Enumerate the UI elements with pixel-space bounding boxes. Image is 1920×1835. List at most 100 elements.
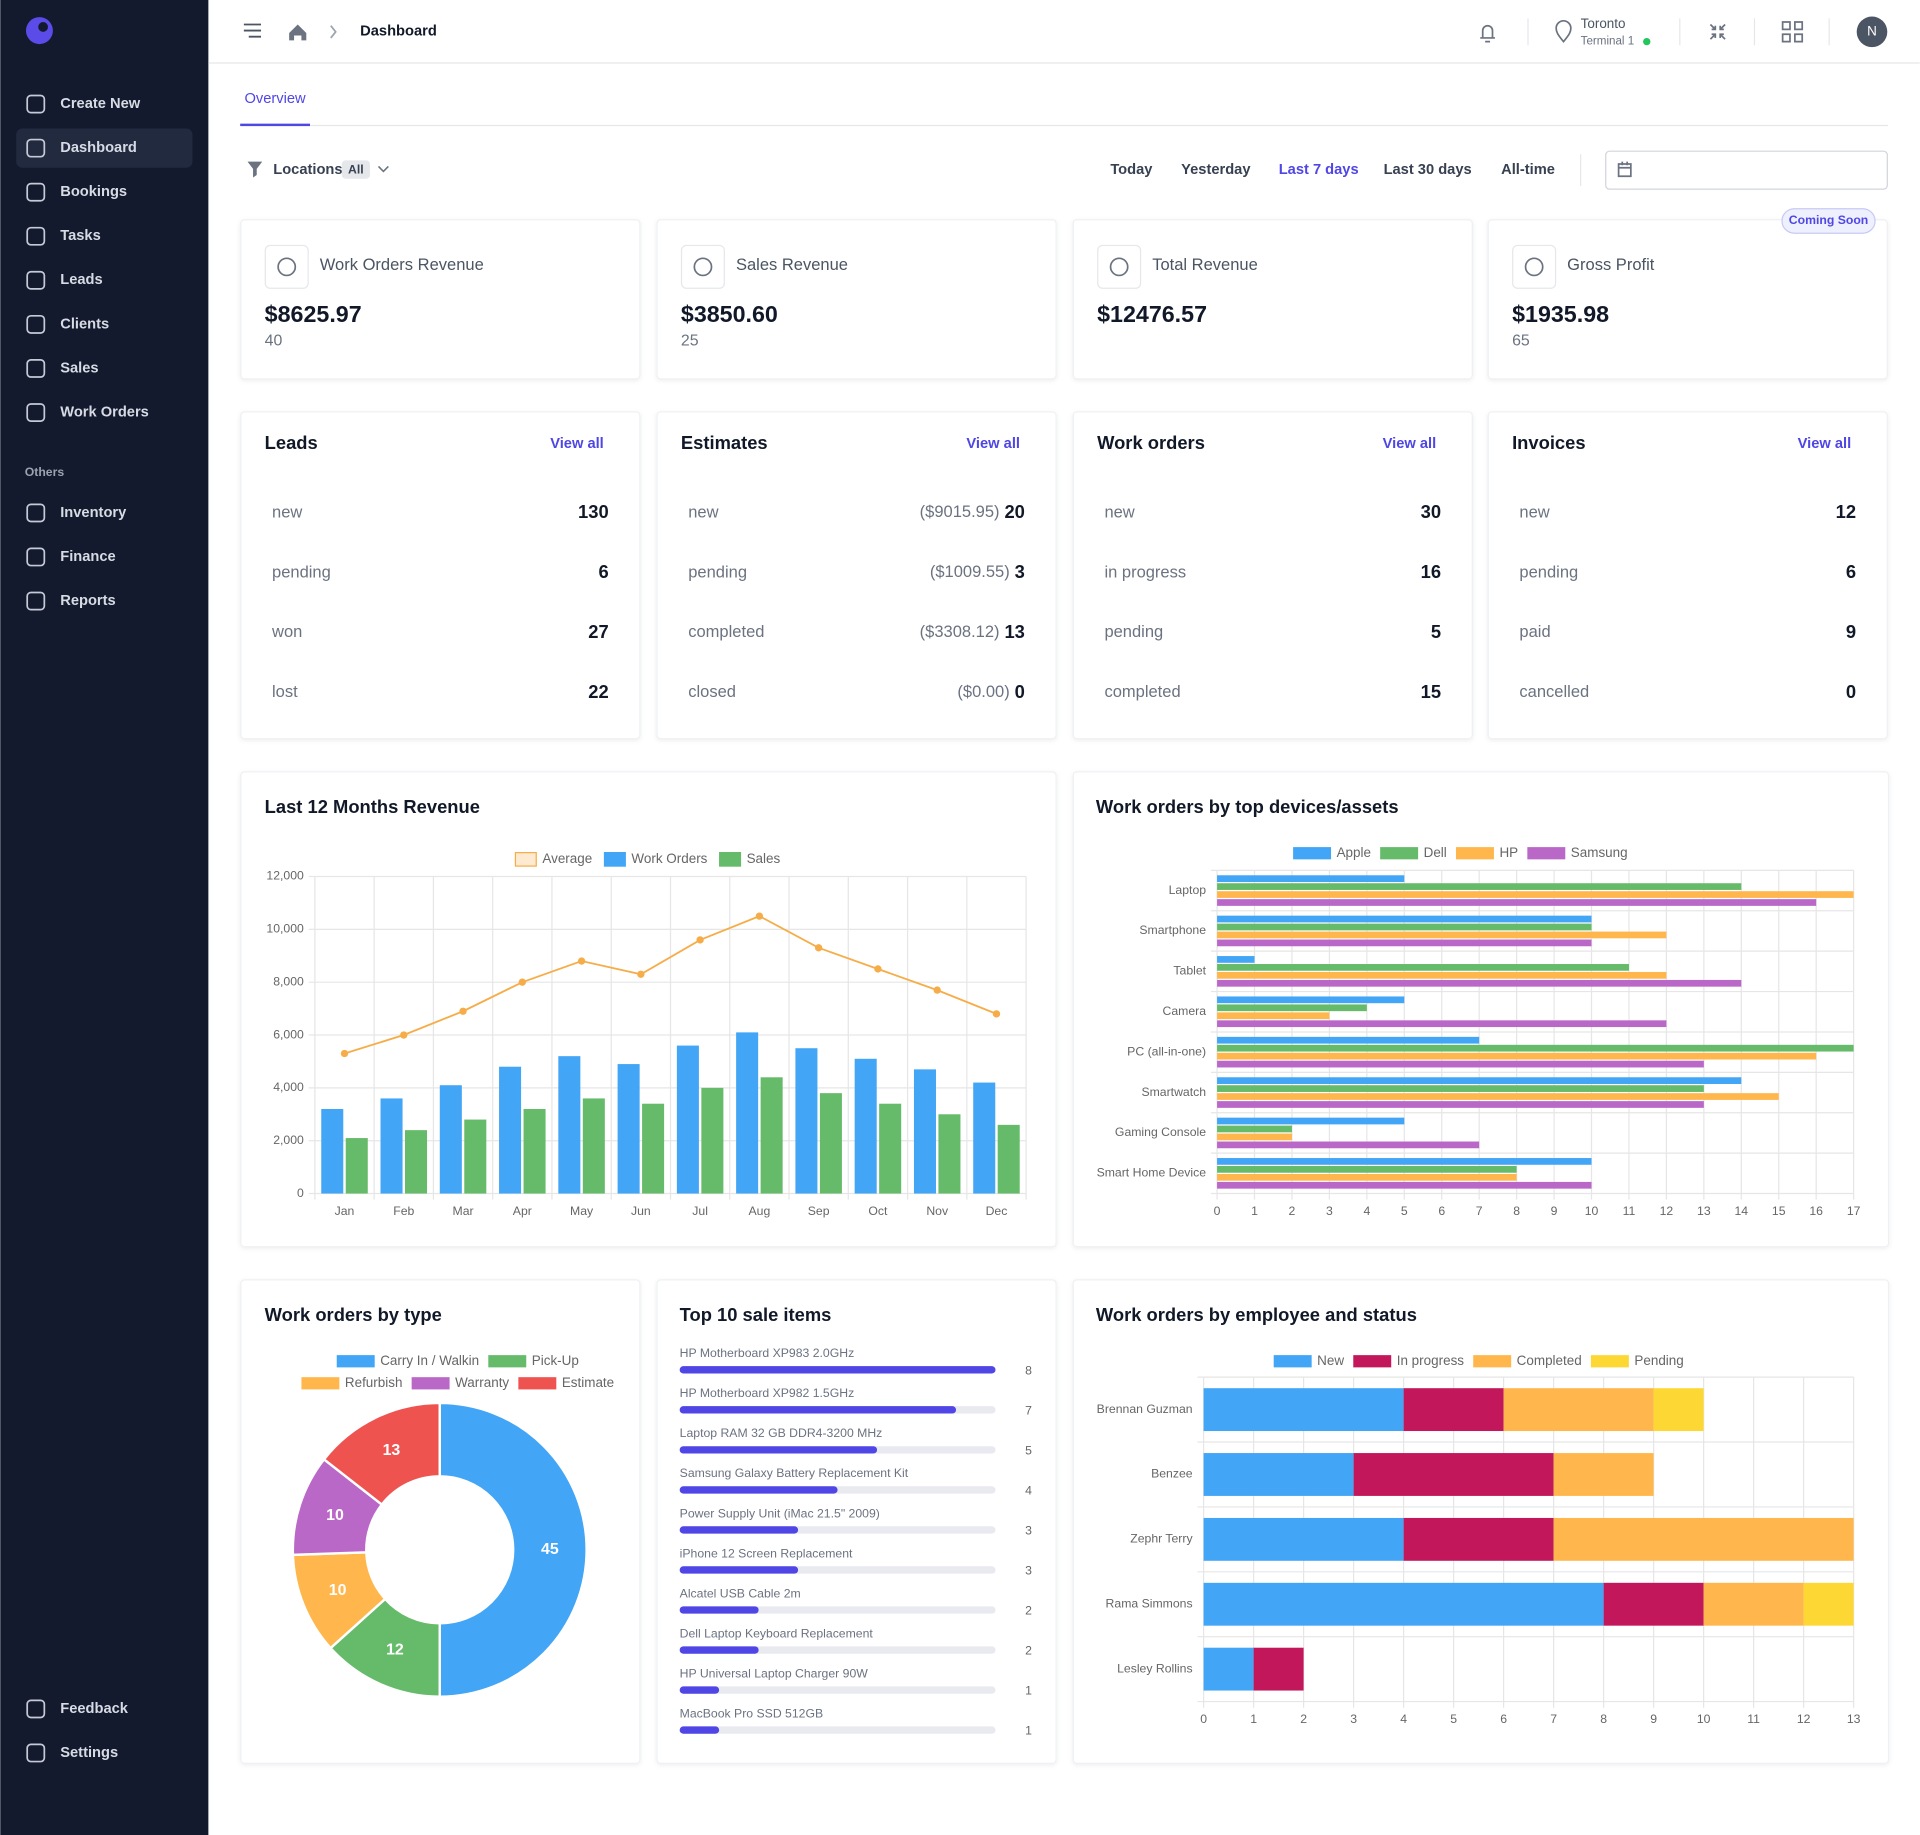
y-tick-label: Rama Simmons xyxy=(1106,1596,1193,1610)
bar xyxy=(795,1048,818,1194)
bar xyxy=(1217,899,1817,906)
value-label: 2 xyxy=(1025,1643,1032,1657)
legend-label[interactable]: Pending xyxy=(1634,1353,1683,1368)
fullscreen-icon[interactable] xyxy=(1709,23,1726,40)
nav-item[interactable]: Clients xyxy=(60,316,109,332)
location-icon[interactable] xyxy=(1555,20,1572,43)
home-icon[interactable] xyxy=(289,24,307,41)
logo[interactable] xyxy=(25,17,53,45)
kpi-icon xyxy=(264,244,309,289)
nav-item[interactable]: Inventory xyxy=(60,505,127,521)
view-all-link[interactable]: View all xyxy=(1798,436,1852,452)
x-tick-label: Apr xyxy=(513,1204,532,1218)
kpi-value: $3850.60 xyxy=(681,301,778,327)
legend-label[interactable]: New xyxy=(1317,1353,1344,1368)
nav-item[interactable]: Dashboard xyxy=(60,140,137,156)
view-all-link[interactable]: View all xyxy=(550,436,604,452)
summary-amount: ($0.00) xyxy=(957,682,1009,701)
logo-mark xyxy=(38,22,49,32)
legend-label[interactable]: Pick-Up xyxy=(532,1353,579,1368)
legend-swatch xyxy=(1527,847,1566,860)
legend-label[interactable]: Apple xyxy=(1337,845,1371,860)
line-point xyxy=(400,1031,408,1039)
card xyxy=(656,1279,1057,1764)
legend-label[interactable]: Average xyxy=(542,851,592,866)
terminal-name[interactable]: Terminal 1 xyxy=(1581,35,1635,48)
kpi-title: Work Orders Revenue xyxy=(320,255,484,274)
view-all-link[interactable]: View all xyxy=(1383,436,1437,452)
filter-label[interactable]: Locations xyxy=(273,162,342,178)
x-tick-label: 13 xyxy=(1697,1204,1711,1218)
legend-label[interactable]: Dell xyxy=(1424,845,1447,860)
legend-label[interactable]: Work Orders xyxy=(631,851,707,866)
bar-segment xyxy=(1203,1453,1354,1496)
menu-icon xyxy=(243,23,262,38)
legend-label[interactable]: Warranty xyxy=(455,1375,509,1390)
date-range[interactable]: Last 7 days xyxy=(1279,162,1359,178)
nav-item[interactable]: Leads xyxy=(60,272,102,288)
bar xyxy=(736,1032,759,1194)
date-range[interactable]: Today xyxy=(1110,162,1153,178)
slice xyxy=(438,1401,588,1698)
x-tick-label: 11 xyxy=(1747,1712,1760,1726)
x-tick-label: Jul xyxy=(692,1204,708,1218)
nav-item[interactable]: Feedback xyxy=(60,1701,129,1717)
date-range[interactable]: Yesterday xyxy=(1181,162,1251,178)
bar-segment xyxy=(1803,1582,1854,1626)
tab[interactable]: Overview xyxy=(245,91,307,107)
bar xyxy=(1217,1093,1779,1100)
bar xyxy=(679,1686,720,1694)
y-tick-label: Benzee xyxy=(1151,1467,1193,1481)
nav-item[interactable]: Finance xyxy=(60,549,115,565)
y-tick-label: 6,000 xyxy=(273,1027,304,1041)
slice-label: 10 xyxy=(326,1507,344,1524)
legend-label[interactable]: Estimate xyxy=(562,1375,614,1390)
nav-item[interactable]: Sales xyxy=(60,360,98,376)
filter-chevron[interactable] xyxy=(377,165,389,173)
date-range[interactable]: Last 30 days xyxy=(1384,162,1472,178)
nav-item[interactable]: Work Orders xyxy=(60,404,149,420)
view-all-link[interactable]: View all xyxy=(966,436,1020,452)
kpi-count: 65 xyxy=(1512,333,1530,350)
location-name[interactable]: Toronto xyxy=(1581,16,1626,31)
bar xyxy=(523,1108,546,1194)
kpi-title: Gross Profit xyxy=(1567,255,1655,274)
legend-label[interactable]: Carry In / Walkin xyxy=(380,1353,479,1368)
chart-title: Last 12 Months Revenue xyxy=(265,796,480,817)
legend-label[interactable]: Samsung xyxy=(1571,845,1628,860)
nav-item[interactable]: Reports xyxy=(60,593,115,609)
menu-button[interactable] xyxy=(243,23,262,38)
bar xyxy=(1217,956,1255,963)
avatar[interactable] xyxy=(1856,16,1888,48)
nav-item[interactable]: Bookings xyxy=(60,184,127,200)
legend-label[interactable]: Sales xyxy=(747,851,781,866)
legend-label[interactable]: In progress xyxy=(1397,1353,1465,1368)
tab-indicator xyxy=(240,123,310,127)
filter-badge xyxy=(341,160,370,179)
y-tick-label: Brennan Guzman xyxy=(1097,1402,1193,1416)
calendar-icon xyxy=(1617,161,1632,178)
nav-item[interactable]: Tasks xyxy=(60,228,101,244)
date-input[interactable] xyxy=(1605,150,1888,190)
avatar-initial: N xyxy=(1867,23,1877,38)
bar xyxy=(321,1108,344,1194)
bar xyxy=(679,1566,799,1574)
legend-label[interactable]: Completed xyxy=(1517,1353,1582,1368)
item-label: Alcatel USB Cable 2m xyxy=(680,1586,801,1600)
apps-icon[interactable] xyxy=(1781,21,1804,43)
legend-label[interactable]: HP xyxy=(1499,845,1518,860)
summary-label: paid xyxy=(1519,622,1550,641)
bar-segment xyxy=(1603,1582,1704,1626)
legend-swatch xyxy=(1590,1355,1629,1368)
bar-segment xyxy=(1653,1388,1704,1432)
kpi-icon xyxy=(680,244,725,289)
nav-active xyxy=(16,128,193,168)
bar xyxy=(499,1066,522,1194)
nav-item[interactable]: Settings xyxy=(60,1745,118,1761)
kpi-icon xyxy=(1097,244,1142,289)
summary-value: 5 xyxy=(1431,621,1441,642)
legend-label[interactable]: Refurbish xyxy=(345,1375,403,1390)
bell-icon[interactable] xyxy=(1480,24,1495,43)
nav-item[interactable]: Create New xyxy=(60,96,141,112)
date-range[interactable]: All-time xyxy=(1501,162,1555,178)
